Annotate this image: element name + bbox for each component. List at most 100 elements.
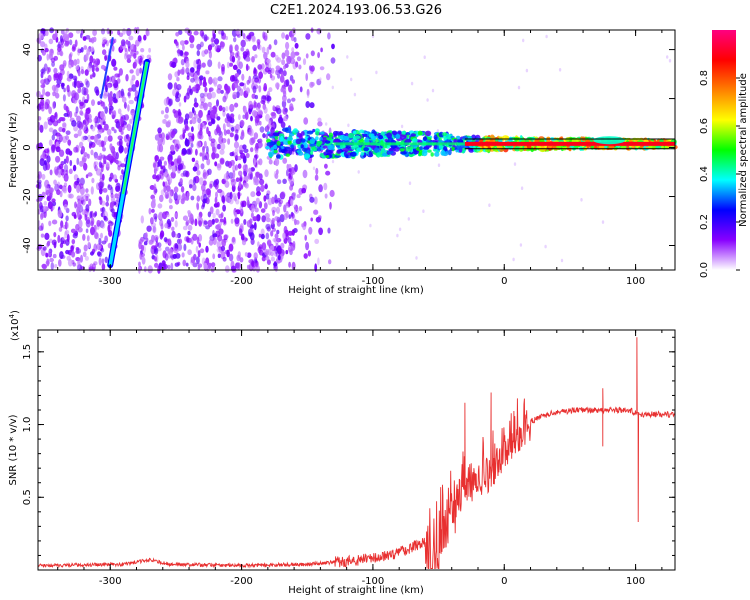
noise-speck xyxy=(140,244,145,252)
noise-speck xyxy=(174,220,178,228)
noise-speck xyxy=(107,135,113,142)
band-speck xyxy=(430,152,434,157)
noise-speck xyxy=(182,165,186,170)
band-speck xyxy=(518,146,524,152)
noise-speck xyxy=(88,143,92,149)
noise-speck xyxy=(85,107,91,115)
band-speck xyxy=(336,149,342,154)
noise-speck xyxy=(253,132,259,140)
band-speck xyxy=(316,140,321,147)
noise-speck xyxy=(68,32,74,39)
noise-speck xyxy=(118,125,123,133)
noise-speck xyxy=(146,225,152,232)
noise-speck xyxy=(172,88,177,97)
noise-speck xyxy=(291,261,296,271)
noise-speck xyxy=(302,169,308,179)
band-speck xyxy=(284,146,291,151)
noise-speck xyxy=(80,32,83,39)
noise-speck xyxy=(164,191,169,199)
noise-speck xyxy=(53,73,59,79)
noise-speck xyxy=(65,155,69,164)
band-hump xyxy=(593,136,626,145)
noise-speck xyxy=(277,246,282,255)
noise-speck xyxy=(194,218,198,227)
noise-speck xyxy=(208,87,212,93)
noise-speck xyxy=(124,47,128,53)
band-speck xyxy=(288,133,295,137)
band-speck xyxy=(378,135,384,140)
noise-speck xyxy=(245,166,249,173)
noise-speck xyxy=(71,239,76,245)
noise-speck xyxy=(264,169,269,178)
band-speck xyxy=(433,134,438,140)
noise-speck xyxy=(601,220,605,224)
noise-speck xyxy=(215,208,220,216)
noise-speck xyxy=(281,99,287,108)
noise-speck xyxy=(244,252,248,257)
noise-speck xyxy=(280,242,285,249)
noise-speck xyxy=(161,260,166,267)
noise-speck xyxy=(117,29,121,36)
noise-speck xyxy=(84,256,89,261)
noise-speck xyxy=(236,85,241,92)
band-speck xyxy=(432,139,436,143)
noise-speck xyxy=(84,99,89,104)
noise-speck xyxy=(132,61,137,69)
band-speck xyxy=(421,150,428,157)
noise-speck xyxy=(281,52,286,60)
noise-speck xyxy=(80,47,84,53)
noise-speck xyxy=(105,85,108,93)
noise-speck xyxy=(197,215,201,220)
noise-speck xyxy=(177,243,183,251)
noise-speck xyxy=(258,71,263,79)
noise-speck xyxy=(296,194,301,199)
band-speck xyxy=(565,137,570,142)
noise-speck xyxy=(280,121,286,128)
noise-speck xyxy=(102,103,106,109)
band-speck xyxy=(309,138,315,145)
noise-speck xyxy=(207,59,213,68)
noise-speck xyxy=(185,92,190,100)
noise-speck xyxy=(115,152,119,160)
noise-speck xyxy=(104,106,108,114)
noise-speck xyxy=(45,91,51,97)
noise-speck xyxy=(228,172,234,179)
noise-speck xyxy=(285,41,290,50)
noise-speck xyxy=(76,58,80,65)
noise-speck xyxy=(408,181,412,185)
band-speck xyxy=(485,148,491,153)
noise-speck xyxy=(90,251,94,256)
snr-x-ticks: -300 -200 -100 0 100 xyxy=(57,330,663,587)
noise-speck xyxy=(44,232,50,240)
noise-speck xyxy=(318,184,323,193)
noise-speck xyxy=(94,86,99,94)
noise-speck xyxy=(57,46,62,52)
noise-speck xyxy=(88,198,92,207)
noise-speck xyxy=(171,61,177,68)
x-tick-label: -200 xyxy=(230,576,253,587)
noise-speck xyxy=(175,96,181,103)
noise-speck xyxy=(209,183,213,189)
noise-speck xyxy=(123,114,130,121)
noise-speck xyxy=(291,47,295,53)
noise-speck xyxy=(101,37,107,43)
noise-speck xyxy=(175,143,179,152)
band-speck xyxy=(419,146,423,151)
noise-speck xyxy=(226,129,231,135)
noise-speck xyxy=(48,139,53,146)
band-speck xyxy=(364,137,370,144)
noise-speck xyxy=(69,110,73,119)
noise-speck xyxy=(139,252,143,260)
noise-speck xyxy=(108,229,113,237)
noise-speck xyxy=(176,84,182,91)
noise-speck xyxy=(66,234,70,242)
noise-speck xyxy=(198,220,202,227)
noise-speck xyxy=(227,115,231,122)
noise-speck xyxy=(128,35,134,41)
noise-speck xyxy=(101,114,106,123)
noise-speck xyxy=(38,202,43,210)
noise-speck xyxy=(237,251,241,259)
band-speck xyxy=(343,151,347,157)
snr-x-axis-label: Height of straight line (km) xyxy=(288,585,424,596)
noise-speck xyxy=(97,101,101,106)
